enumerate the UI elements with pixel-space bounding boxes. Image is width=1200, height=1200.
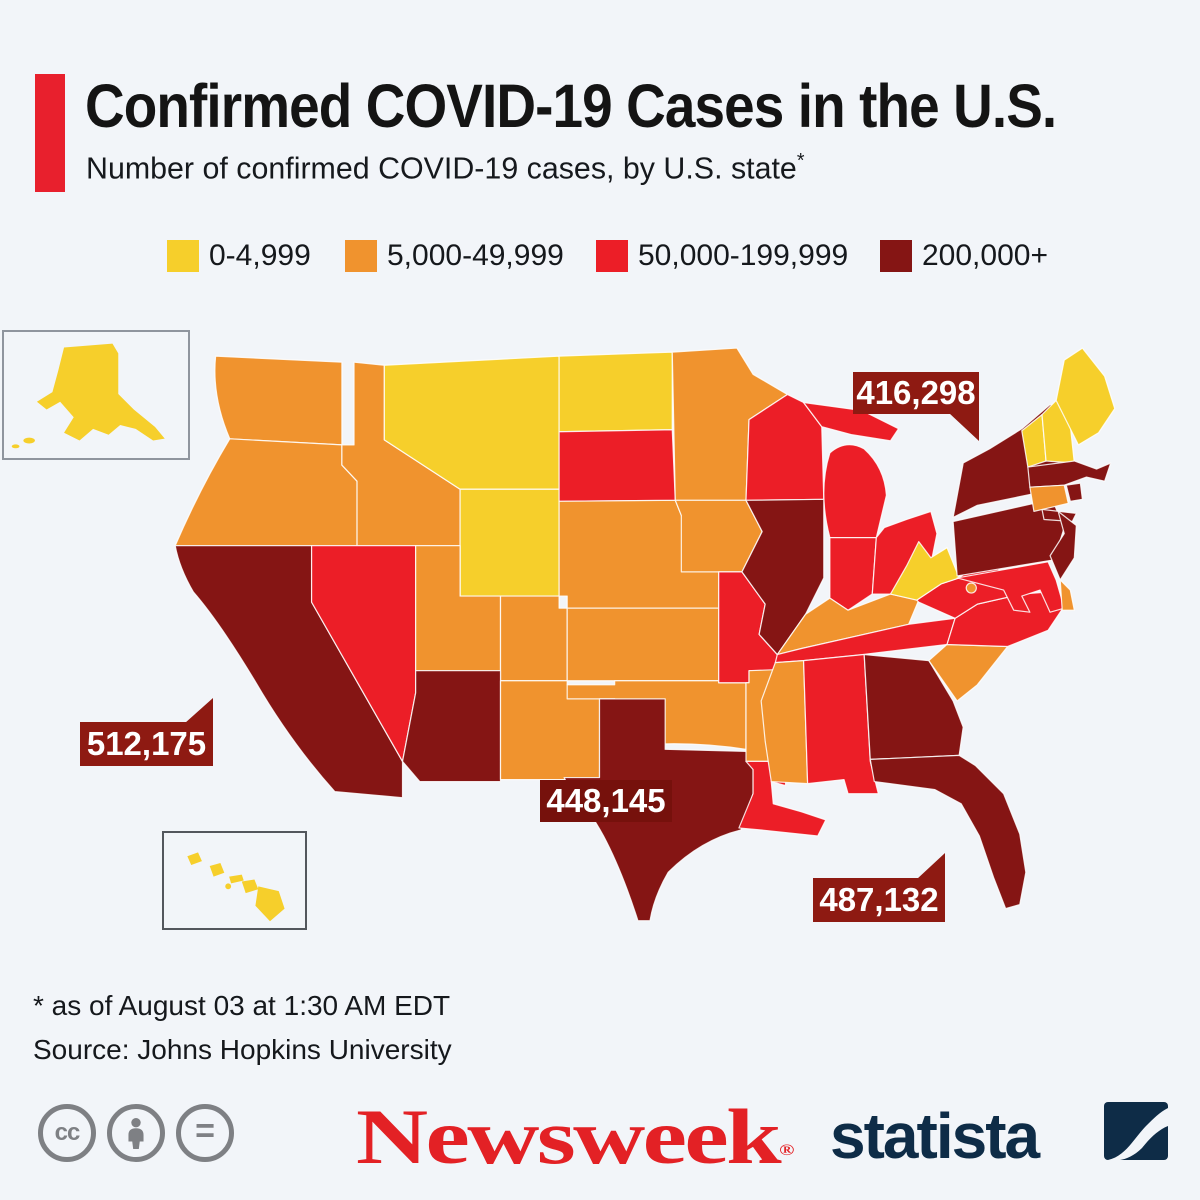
newsweek-logo: Newsweek® xyxy=(356,1098,794,1176)
legend-swatch-icon xyxy=(167,240,199,272)
state-colorado xyxy=(499,595,568,682)
state-alaska xyxy=(36,343,165,441)
page-subtitle: Number of confirmed COVID-19 cases, by U… xyxy=(86,150,804,186)
state-hawaii-oahu xyxy=(209,863,225,877)
hawaii-inset-box xyxy=(162,831,307,930)
state-west-virginia xyxy=(889,541,960,601)
state-oregon xyxy=(174,438,358,547)
statista-wave-icon xyxy=(1104,1102,1168,1160)
statista-wordmark: statista xyxy=(830,1100,1040,1172)
legend-swatch-icon xyxy=(880,240,912,272)
state-california xyxy=(174,545,404,799)
legend-label: 50,000-199,999 xyxy=(638,239,849,272)
legend-label: 200,000+ xyxy=(922,239,1048,272)
legend-item-200,000+: 200,000+ xyxy=(880,239,1048,273)
state-indiana xyxy=(829,537,877,611)
statista-logo-icon xyxy=(1104,1102,1168,1160)
state-hawaii-lanai xyxy=(225,883,232,890)
state-washington xyxy=(214,355,343,446)
hawaii-inset-map xyxy=(187,852,285,922)
legend-item-5,000-49,999: 5,000-49,999 xyxy=(345,239,564,273)
cc-no-derivatives-icon: = xyxy=(176,1104,234,1162)
state-arizona xyxy=(401,670,502,783)
legend-label: 0-4,999 xyxy=(209,239,311,272)
legend-swatch-icon xyxy=(596,240,628,272)
person-icon xyxy=(128,1117,144,1149)
callout-california-value: 512,175 xyxy=(80,722,213,766)
subtitle-text: Number of confirmed COVID-19 cases, by U… xyxy=(86,150,797,186)
alaska-aleutian-island-2-icon xyxy=(11,444,20,449)
callout-new-york-value: 416,298 xyxy=(853,372,979,414)
alaska-inset-map xyxy=(11,343,165,449)
state-delaware xyxy=(1059,579,1075,611)
state-hawaii-big-island xyxy=(255,886,285,922)
legend-item-0-4,999: 0-4,999 xyxy=(167,239,311,273)
state-maine xyxy=(1055,347,1116,446)
legend-item-50,000-199,999: 50,000-199,999 xyxy=(596,239,848,273)
state-louisiana xyxy=(738,760,827,837)
state-michigan xyxy=(823,444,888,539)
state-hawaii-maui xyxy=(241,879,259,894)
state-hawaii-molokai xyxy=(229,874,244,884)
state-illinois xyxy=(741,498,825,656)
state-maryland xyxy=(956,561,1065,613)
callout-florida-value: 487,132 xyxy=(813,878,945,922)
state-connecticut xyxy=(1029,484,1069,513)
footnote: * as of August 03 at 1:30 AM EDT xyxy=(33,990,451,1021)
state-kansas xyxy=(566,607,720,682)
registered-mark-icon: ® xyxy=(779,1142,795,1159)
state-hawaii-kauai xyxy=(187,852,202,865)
us-choropleth-map xyxy=(174,347,1116,922)
legend-swatch-icon xyxy=(345,240,377,272)
alaska-inset-box xyxy=(2,330,190,460)
cc-license-icon: cc xyxy=(38,1104,96,1162)
state-massachusetts xyxy=(1027,460,1112,488)
newsweek-wordmark: Newsweek xyxy=(356,1093,782,1180)
equals-glyph: = xyxy=(195,1111,215,1150)
state-south-dakota xyxy=(558,429,676,502)
cc-attribution-person-icon xyxy=(107,1104,165,1162)
title-accent-bar xyxy=(35,74,65,192)
footnote-marker: * xyxy=(796,150,805,172)
callout-texas-value: 448,145 xyxy=(540,780,672,822)
alaska-aleutian-island-icon xyxy=(23,437,35,444)
page-title: Confirmed COVID-19 Cases in the U.S. xyxy=(85,72,1057,140)
state-district-of-columbia xyxy=(965,582,977,594)
legend-label: 5,000-49,999 xyxy=(387,239,564,272)
state-north-dakota xyxy=(558,351,673,433)
state-wyoming xyxy=(459,488,560,597)
source: Source: Johns Hopkins University xyxy=(33,1034,452,1065)
state-florida xyxy=(869,754,1027,910)
cc-letters: cc xyxy=(54,1119,81,1146)
state-rhode-island xyxy=(1065,482,1084,502)
